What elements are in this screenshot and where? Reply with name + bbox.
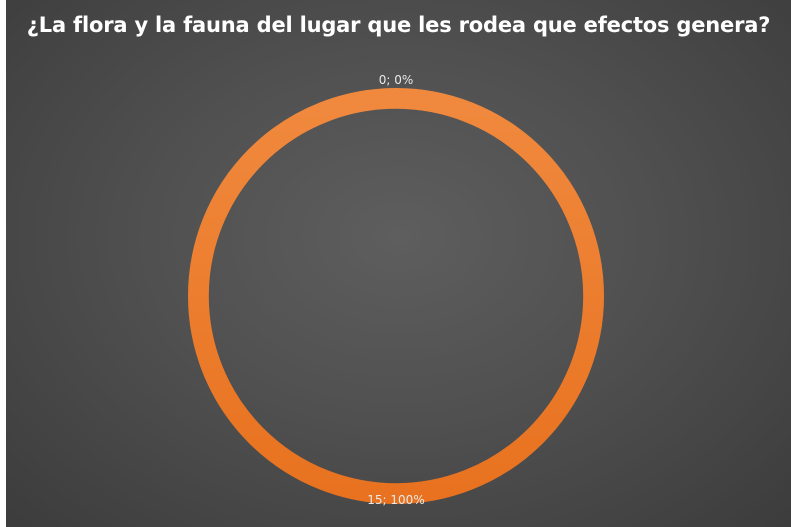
labels-layer: 0; 0% 15; 100% — [367, 73, 424, 507]
chart-title: ¿La flora y la fauna del lugar que les r… — [26, 13, 771, 37]
chart-area: ¿La flora y la fauna del lugar que les r… — [6, 0, 791, 527]
data-label-slice-0: 0; 0% — [379, 73, 414, 87]
data-label-slice-1: 15; 100% — [367, 493, 424, 507]
slices-layer — [187, 87, 605, 505]
donut-slice-1 — [187, 87, 605, 505]
donut-chart: 0; 0% 15; 100% — [187, 73, 605, 507]
